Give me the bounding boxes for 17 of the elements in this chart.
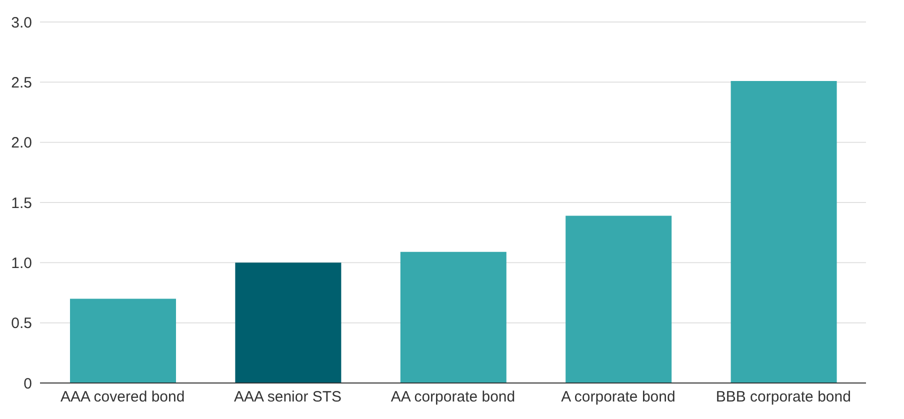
x-tick-label: A corporate bond	[561, 388, 676, 406]
x-tick-label: BBB corporate bond	[716, 388, 851, 406]
bar	[566, 216, 672, 383]
x-tick-label: AA corporate bond	[390, 388, 516, 406]
x-tick-label: AAA covered bond	[60, 388, 185, 406]
bar	[730, 80, 837, 383]
bar	[235, 262, 342, 383]
y-tick-label: 2.0	[11, 134, 32, 152]
bar	[70, 298, 176, 383]
x-tick-label: AAA senior STS	[234, 388, 342, 406]
y-tick-label: 0.5	[11, 315, 32, 332]
y-tick-label: 3.0	[11, 14, 32, 32]
y-tick-label: 1.0	[11, 254, 32, 272]
y-tick-label: 1.5	[11, 194, 32, 212]
bar	[400, 252, 506, 383]
y-tick-label: 0	[24, 375, 32, 392]
y-tick-label: 2.5	[11, 74, 32, 92]
